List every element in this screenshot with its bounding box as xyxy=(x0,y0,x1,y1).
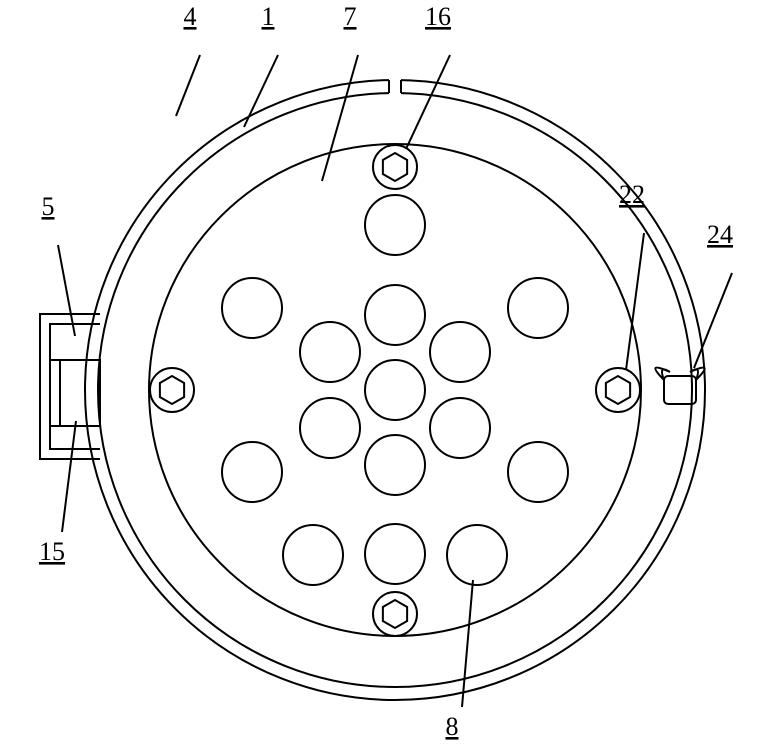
technical-drawing: 4 1 7 16 5 22 24 15 8 xyxy=(0,0,774,745)
callout-4: 4 xyxy=(176,2,200,116)
inner-disc xyxy=(149,144,641,636)
hole xyxy=(430,322,490,382)
callout-1: 1 xyxy=(244,2,278,127)
hole xyxy=(300,398,360,458)
hole xyxy=(430,398,490,458)
callout-8: 8 xyxy=(446,580,474,741)
callout-label: 24 xyxy=(707,220,733,249)
hex-bolt xyxy=(373,145,417,189)
callout-label: 4 xyxy=(184,2,197,31)
hex-bolt xyxy=(150,368,194,412)
callout-label: 8 xyxy=(446,712,459,741)
wingnut xyxy=(655,368,704,405)
hinge-pin xyxy=(60,360,100,426)
callout-22: 22 xyxy=(619,180,645,370)
callout-24: 24 xyxy=(694,220,733,368)
callout-label: 5 xyxy=(42,192,55,221)
hole xyxy=(365,435,425,495)
hole xyxy=(222,442,282,502)
hole xyxy=(222,278,282,338)
callout-label: 1 xyxy=(262,2,275,31)
callout-label: 15 xyxy=(39,537,65,566)
callout-label: 7 xyxy=(344,2,357,31)
hole xyxy=(300,322,360,382)
hole xyxy=(283,525,343,585)
hole xyxy=(365,524,425,584)
hole xyxy=(508,278,568,338)
callout-label: 16 xyxy=(425,2,451,31)
callout-label: 22 xyxy=(619,180,645,209)
hex-bolt xyxy=(373,592,417,636)
callout-15: 15 xyxy=(39,421,76,566)
callout-16: 16 xyxy=(406,2,451,149)
hole xyxy=(508,442,568,502)
hex-bolt xyxy=(596,368,640,412)
outer-circle xyxy=(85,80,705,700)
hole xyxy=(447,525,507,585)
hole xyxy=(365,195,425,255)
hole xyxy=(365,360,425,420)
hole xyxy=(365,285,425,345)
